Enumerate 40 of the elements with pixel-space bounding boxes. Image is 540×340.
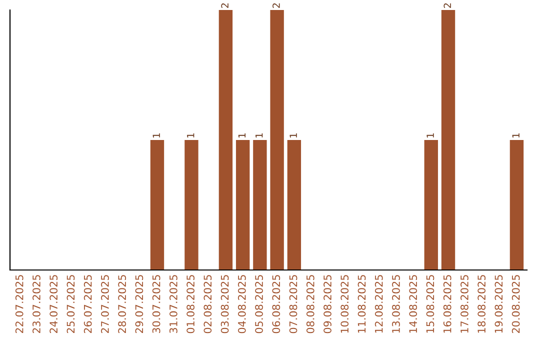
x-tick-label: 09.08.2025	[324, 275, 332, 334]
x-tick-label: 12.08.2025	[374, 275, 383, 333]
x-tick-label: 22.07.2025	[15, 275, 24, 334]
x-tick-label: 10.08.2025	[340, 275, 349, 333]
data-label: 2	[444, 3, 451, 8]
data-label: 1	[256, 133, 263, 138]
data-label: 1	[187, 133, 194, 138]
x-tick-label: 02.08.2025	[204, 275, 212, 334]
x-tick-label: 30.07.2025	[152, 275, 160, 334]
data-label: 1	[290, 133, 297, 138]
x-tick-label: 26.07.2025	[84, 275, 92, 334]
x-tick-label: 01.08.2025	[186, 275, 194, 334]
data-label: 1	[238, 133, 246, 138]
x-tick-label: 11.08.2025	[358, 275, 366, 333]
x-tick-label: 13.08.2025	[392, 275, 400, 333]
x-tick-label: 19.08.2025	[494, 275, 503, 333]
x-tick-label: 06.08.2025	[272, 275, 280, 334]
x-tick-label: 14.08.2025	[409, 275, 418, 333]
x-tick-label: 16.08.2025	[443, 275, 452, 333]
x-tick-label: 03.08.2025	[220, 275, 229, 334]
x-tick-label: 15.08.2025	[426, 275, 434, 333]
x-tick-label: 27.07.2025	[101, 275, 109, 334]
x-tick-label: 25.07.2025	[66, 275, 75, 334]
x-tick-label: 07.08.2025	[289, 275, 298, 334]
data-label: 1	[152, 133, 160, 138]
data-label: 1	[512, 133, 520, 138]
x-tick-label: 17.08.2025	[460, 275, 468, 333]
x-tick-label: 29.07.2025	[135, 275, 144, 334]
x-tick-label: 05.08.2025	[255, 275, 263, 334]
x-tick-label: 08.08.2025	[306, 275, 314, 334]
data-label: 2	[221, 3, 228, 8]
x-tick-label: 31.07.2025	[169, 275, 178, 334]
x-tick-label: 28.07.2025	[118, 275, 126, 334]
x-tick-label: 18.08.2025	[478, 275, 486, 333]
x-tick-label: 24.07.2025	[50, 275, 58, 334]
x-tick-label: 20.08.2025	[512, 275, 520, 334]
x-tick-label: 04.08.2025	[238, 275, 246, 334]
data-label: 2	[272, 3, 280, 8]
x-tick-label: 23.07.2025	[32, 275, 40, 334]
data-label: 1	[426, 133, 434, 138]
